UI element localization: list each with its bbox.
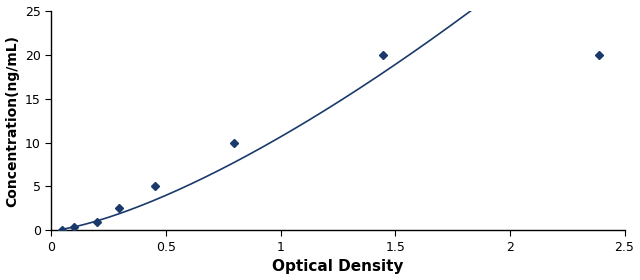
X-axis label: Optical Density: Optical Density — [272, 260, 404, 274]
Y-axis label: Concentration(ng/mL): Concentration(ng/mL) — [6, 34, 20, 207]
